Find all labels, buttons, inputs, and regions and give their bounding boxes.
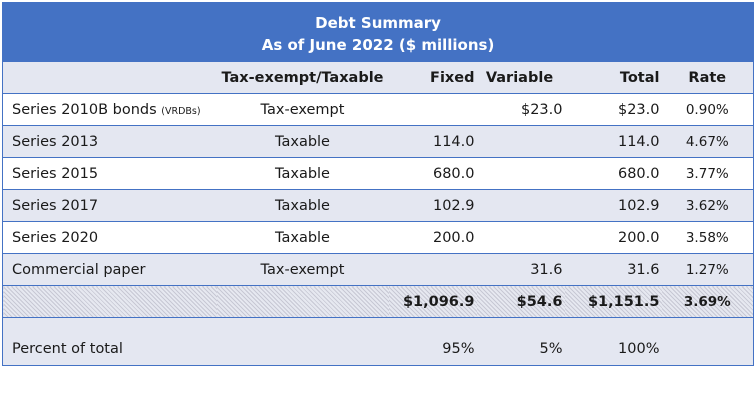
table-title: Debt Summary As of June 2022 ($ millions… [1,2,755,62]
row-total: 114.0 [564,125,662,158]
header-fixed: Fixed [388,61,477,94]
row-tax-status: Taxable [216,221,389,254]
percent-row: Percent of total 95% 5% 100% [2,333,755,366]
totals-row: $1,096.9 $54.6 $1,151.5 3.69% [2,285,755,318]
spacer-cell [1,317,755,333]
row-variable [476,125,565,158]
row-rate: 3.58% [661,221,755,254]
title-row: Debt Summary As of June 2022 ($ millions… [1,2,755,62]
table-title-line1: Debt Summary [315,13,441,32]
percent-variable: 5% [476,333,565,366]
row-fixed [388,253,477,286]
row-total: 31.6 [564,253,662,286]
row-variable: 31.6 [476,253,565,286]
row-total: 680.0 [564,157,662,190]
row-rate: 3.77% [661,157,755,190]
row-tax-status: Taxable [216,125,389,158]
row-variable [476,157,565,190]
row-fixed: 102.9 [388,189,477,222]
row-variable [476,221,565,254]
totals-rate: 3.69% [661,285,755,318]
row-total: 200.0 [564,221,662,254]
header-rate: Rate [661,61,755,94]
totals-name-empty [2,285,217,318]
header-total: Total [564,61,662,94]
row-name-tag: (VRDBs) [161,105,201,117]
row-fixed: 680.0 [388,157,477,190]
debt-summary-table: Debt Summary As of June 2022 ($ millions… [1,2,755,366]
row-name: Series 2017 [2,189,217,222]
row-name: Series 2020 [2,221,217,254]
totals-tax-empty [216,285,389,318]
percent-fixed: 95% [388,333,477,366]
column-header-row: Tax-exempt/Taxable Fixed Variable Total … [2,61,755,94]
row-name: Series 2010B bonds [12,101,157,118]
percent-tax-empty [216,333,389,366]
header-variable: Variable [476,61,565,94]
row-fixed: 200.0 [388,221,477,254]
row-tax-status: Taxable [216,157,389,190]
spacer-row [1,317,755,333]
percent-rate-empty [661,333,755,366]
row-rate: 3.62% [661,189,755,222]
row-fixed [388,93,477,126]
row-variable: $23.0 [476,93,565,126]
debt-summary-table-container: Debt Summary As of June 2022 ($ millions… [1,2,755,366]
table-title-line2: As of June 2022 ($ millions) [261,35,495,54]
row-tax-status: Tax-exempt [216,253,389,286]
row-name: Series 2013 [2,125,217,158]
row-tax-status: Tax-exempt [216,93,389,126]
totals-variable: $54.6 [476,285,565,318]
row-name: Series 2015 [2,157,217,190]
row-variable [476,189,565,222]
totals-fixed: $1,096.9 [388,285,477,318]
table-row: Commercial paper Tax-exempt 31.6 31.6 1.… [2,253,755,286]
row-fixed: 114.0 [388,125,477,158]
header-tax-status: Tax-exempt/Taxable [216,61,389,94]
table-row: Series 2013 Taxable 114.0 114.0 4.67% [2,125,755,158]
row-name-cell: Series 2010B bonds (VRDBs) [2,93,217,126]
row-rate: 0.90% [661,93,755,126]
table-row: Series 2010B bonds (VRDBs) Tax-exempt $2… [2,93,755,126]
percent-label: Percent of total [2,333,217,366]
row-rate: 4.67% [661,125,755,158]
table-row: Series 2020 Taxable 200.0 200.0 3.58% [2,221,755,254]
header-name [2,61,217,94]
row-total: $23.0 [564,93,662,126]
table-row: Series 2015 Taxable 680.0 680.0 3.77% [2,157,755,190]
row-name: Commercial paper [2,253,217,286]
row-tax-status: Taxable [216,189,389,222]
percent-total: 100% [564,333,662,366]
totals-total: $1,151.5 [564,285,662,318]
row-total: 102.9 [564,189,662,222]
table-row: Series 2017 Taxable 102.9 102.9 3.62% [2,189,755,222]
row-rate: 1.27% [661,253,755,286]
